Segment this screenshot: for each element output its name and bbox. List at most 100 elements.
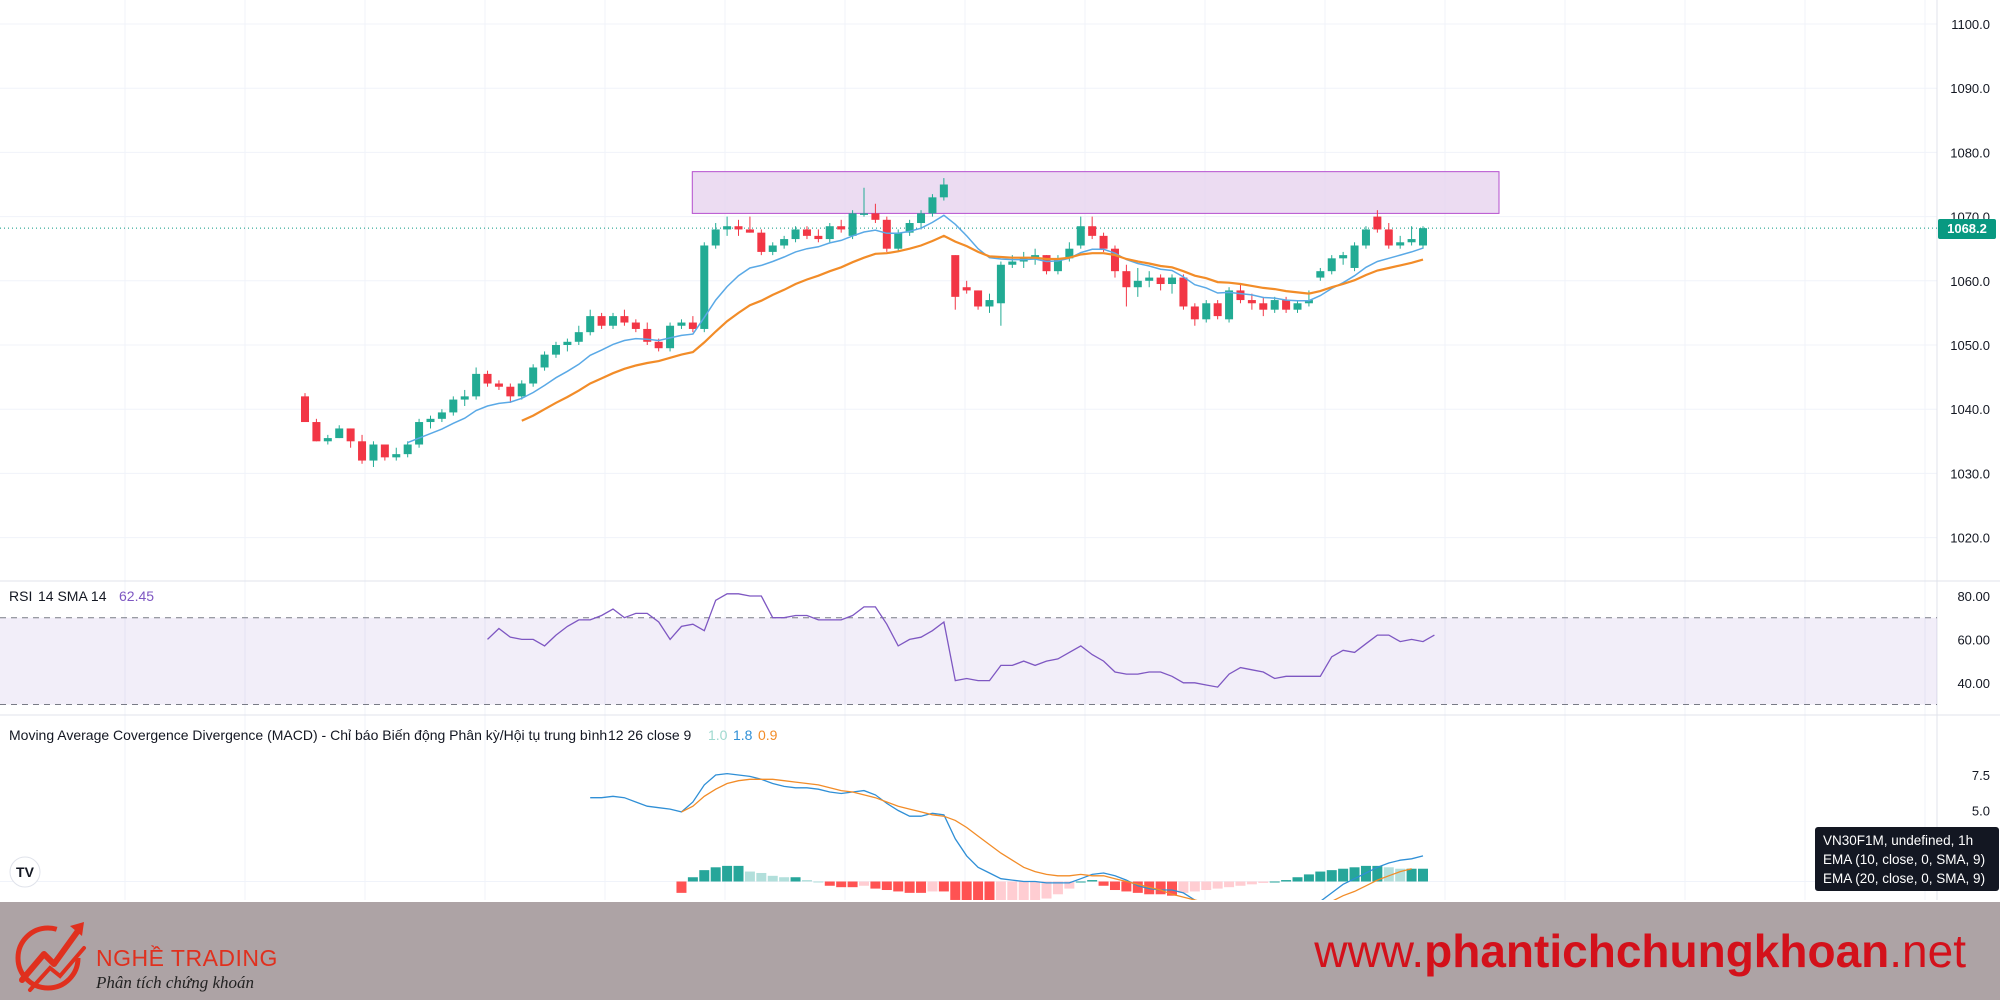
macd-hist-value: 1.0	[708, 727, 728, 743]
ema10-line	[407, 214, 1424, 444]
price-tick-label: 1020.0	[1950, 531, 1990, 546]
candle-body	[1350, 245, 1359, 268]
candle	[860, 187, 868, 217]
macd-histogram-bar	[1224, 881, 1235, 888]
candle-body	[506, 386, 515, 397]
candle-body	[848, 213, 857, 236]
candle-body	[962, 287, 971, 291]
candle-body	[1236, 290, 1245, 301]
candle	[882, 216, 891, 252]
candle	[985, 293, 994, 313]
candle-body	[1076, 226, 1085, 246]
candle	[380, 444, 389, 461]
candle	[905, 219, 914, 236]
price-tick-label: 1030.0	[1950, 466, 1990, 481]
candle-body	[1133, 280, 1142, 288]
macd-histogram-bar	[1075, 881, 1086, 883]
candle	[666, 322, 675, 352]
macd-histogram-bar	[1292, 877, 1303, 882]
candle-body	[974, 290, 983, 307]
candle-body	[882, 219, 891, 249]
candle	[517, 380, 526, 400]
brand-tagline: Phân tích chứng khoán	[96, 973, 254, 992]
macd-histogram-bar	[961, 881, 972, 900]
macd-histogram-bar	[824, 881, 835, 886]
site-main: phantichchungkhoan	[1424, 925, 1890, 977]
macd-histogram-bar	[1315, 871, 1326, 882]
candle-body	[700, 245, 709, 329]
rsi-tick-label: 60.00	[1957, 632, 1990, 647]
macd-histogram-bar	[1235, 881, 1246, 886]
candle	[312, 418, 321, 442]
macd-histogram-bar	[1007, 881, 1018, 900]
tradingview-logo-icon[interactable]: TV	[9, 856, 41, 888]
indicator-labels: RSI 14 SMA 14 62.45 Moving Average Cover…	[9, 588, 778, 743]
candle-body	[1008, 261, 1017, 265]
price-axis[interactable]: 1100.01090.01080.01070.01060.01050.01040…	[1950, 17, 1990, 854]
macd-histogram-bar	[813, 881, 824, 883]
candle-body	[688, 322, 697, 329]
resistance-zone[interactable]	[691, 171, 1500, 214]
candle	[1270, 296, 1279, 313]
macd-histogram-bar	[950, 881, 961, 900]
candle-body	[597, 316, 606, 326]
rsi-params: 14 SMA 14	[38, 588, 107, 604]
candle-body	[711, 229, 720, 246]
macd-histogram-bar	[710, 867, 721, 882]
rsi-tick-label: 80.00	[1957, 589, 1990, 604]
macd-histogram-bar	[995, 881, 1006, 900]
macd-histogram-bar	[1338, 868, 1349, 882]
candle	[426, 415, 435, 429]
candle-body	[415, 422, 424, 445]
macd-histogram-bar	[973, 881, 984, 900]
macd-histogram-bar	[847, 881, 858, 888]
macd-histogram-bar	[938, 881, 949, 892]
macd-histogram-bar	[801, 880, 812, 882]
candle	[780, 235, 789, 249]
candle	[1213, 300, 1222, 320]
candle	[1419, 226, 1427, 249]
candle-body	[985, 300, 994, 307]
last-price-label: 1068.2	[1938, 219, 1996, 239]
candle	[323, 434, 332, 445]
candle-body	[1407, 239, 1416, 243]
macd-histogram-bar	[722, 865, 733, 882]
candle	[768, 242, 777, 256]
candle-body	[1110, 248, 1119, 272]
candle-body	[1396, 242, 1405, 246]
candle-body	[494, 383, 503, 387]
macd-histogram-bar	[1383, 867, 1394, 882]
macd-histogram-bar	[916, 881, 927, 893]
macd-line-value: 1.8	[733, 727, 753, 743]
candle	[597, 312, 606, 329]
price-tick-label: 1080.0	[1950, 145, 1990, 160]
candle-body	[631, 322, 640, 329]
candle	[1179, 274, 1188, 310]
macd-histogram-bar	[893, 881, 904, 892]
candle-body	[1145, 277, 1154, 281]
chart-canvas[interactable]: 1100.01090.01080.01070.01060.01050.01040…	[0, 0, 2000, 900]
candle-body	[312, 422, 321, 442]
macd-histogram-bar	[1178, 881, 1189, 893]
ema-lines	[407, 214, 1424, 444]
candle-body	[1156, 277, 1165, 285]
candle	[1293, 300, 1302, 313]
candle-body	[1247, 300, 1256, 304]
macd-histogram-bar	[859, 881, 869, 886]
candle-body	[460, 396, 469, 400]
candle	[1145, 271, 1154, 288]
candle-body	[1225, 290, 1234, 320]
macd-histogram-bar	[1121, 881, 1132, 892]
candle	[1327, 255, 1336, 275]
candle	[825, 223, 834, 243]
candle-body	[358, 441, 367, 461]
website-link[interactable]: www.phantichchungkhoan.net	[1314, 924, 1966, 978]
candle	[1088, 216, 1097, 240]
candle-body	[586, 316, 595, 333]
candle-body	[1168, 277, 1177, 285]
candle-body	[1304, 300, 1313, 304]
candle	[848, 210, 857, 240]
candle-body	[894, 232, 903, 249]
candle	[1202, 300, 1211, 323]
price-tick-label: 1060.0	[1950, 274, 1990, 289]
